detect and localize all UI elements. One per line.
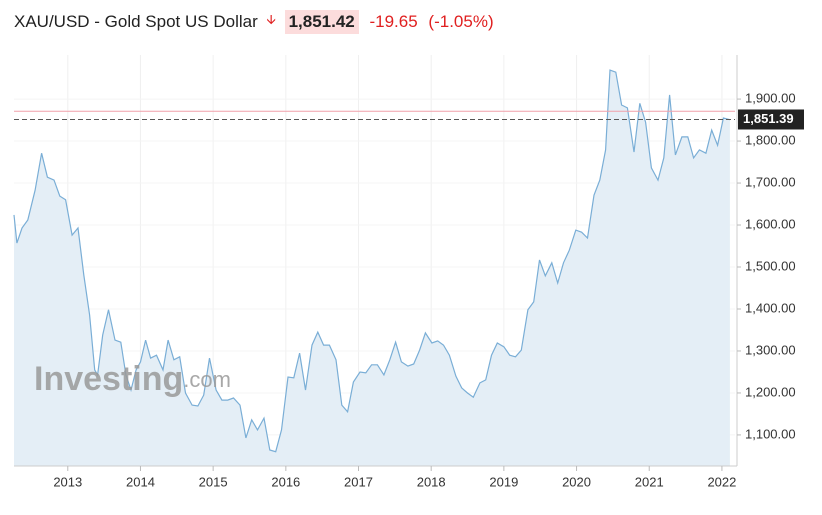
- y-tick-label: 1,900.00: [745, 91, 796, 106]
- y-tick-label: 1,200.00: [745, 384, 796, 399]
- price-line: [13, 69, 731, 453]
- y-tick-label: 1,600.00: [745, 216, 796, 231]
- y-tick-label: 1,500.00: [745, 258, 796, 273]
- x-tick-label: 2021: [635, 474, 664, 489]
- y-tick-label: 1,700.00: [745, 174, 796, 189]
- y-tick-label: 1,300.00: [745, 342, 796, 357]
- watermark-brand: Investing: [34, 360, 183, 398]
- header: XAU/USD - Gold Spot US Dollar 🡫 1,851.42…: [14, 10, 494, 34]
- y-tick-label: 1,800.00: [745, 132, 796, 147]
- x-tick-label: 2018: [417, 474, 446, 489]
- price-change: -19.65: [369, 12, 418, 31]
- y-tick-label: 1,100.00: [745, 426, 796, 441]
- x-tick-label: 2016: [271, 474, 300, 489]
- watermark-domain: .com: [183, 367, 231, 392]
- x-tick-label: 2022: [707, 474, 736, 489]
- x-tick-label: 2013: [53, 474, 82, 489]
- instrument-title: XAU/USD - Gold Spot US Dollar: [14, 12, 258, 31]
- percent-change: (-1.05%): [428, 12, 494, 31]
- x-tick-label: 2020: [562, 474, 591, 489]
- x-tick-label: 2017: [344, 474, 373, 489]
- x-tick-label: 2015: [199, 474, 228, 489]
- x-tick-label: 2019: [489, 474, 518, 489]
- last-price: 1,851.42: [284, 10, 359, 34]
- watermark: Investing.com: [34, 360, 231, 398]
- x-tick-label: 2014: [126, 474, 155, 489]
- area-fill: [14, 70, 730, 466]
- y-tick-label: 1,400.00: [745, 300, 796, 315]
- down-arrow: 🡫: [266, 12, 276, 27]
- current-price-box: [738, 109, 804, 130]
- current-price-label: 1,851.39: [743, 111, 794, 126]
